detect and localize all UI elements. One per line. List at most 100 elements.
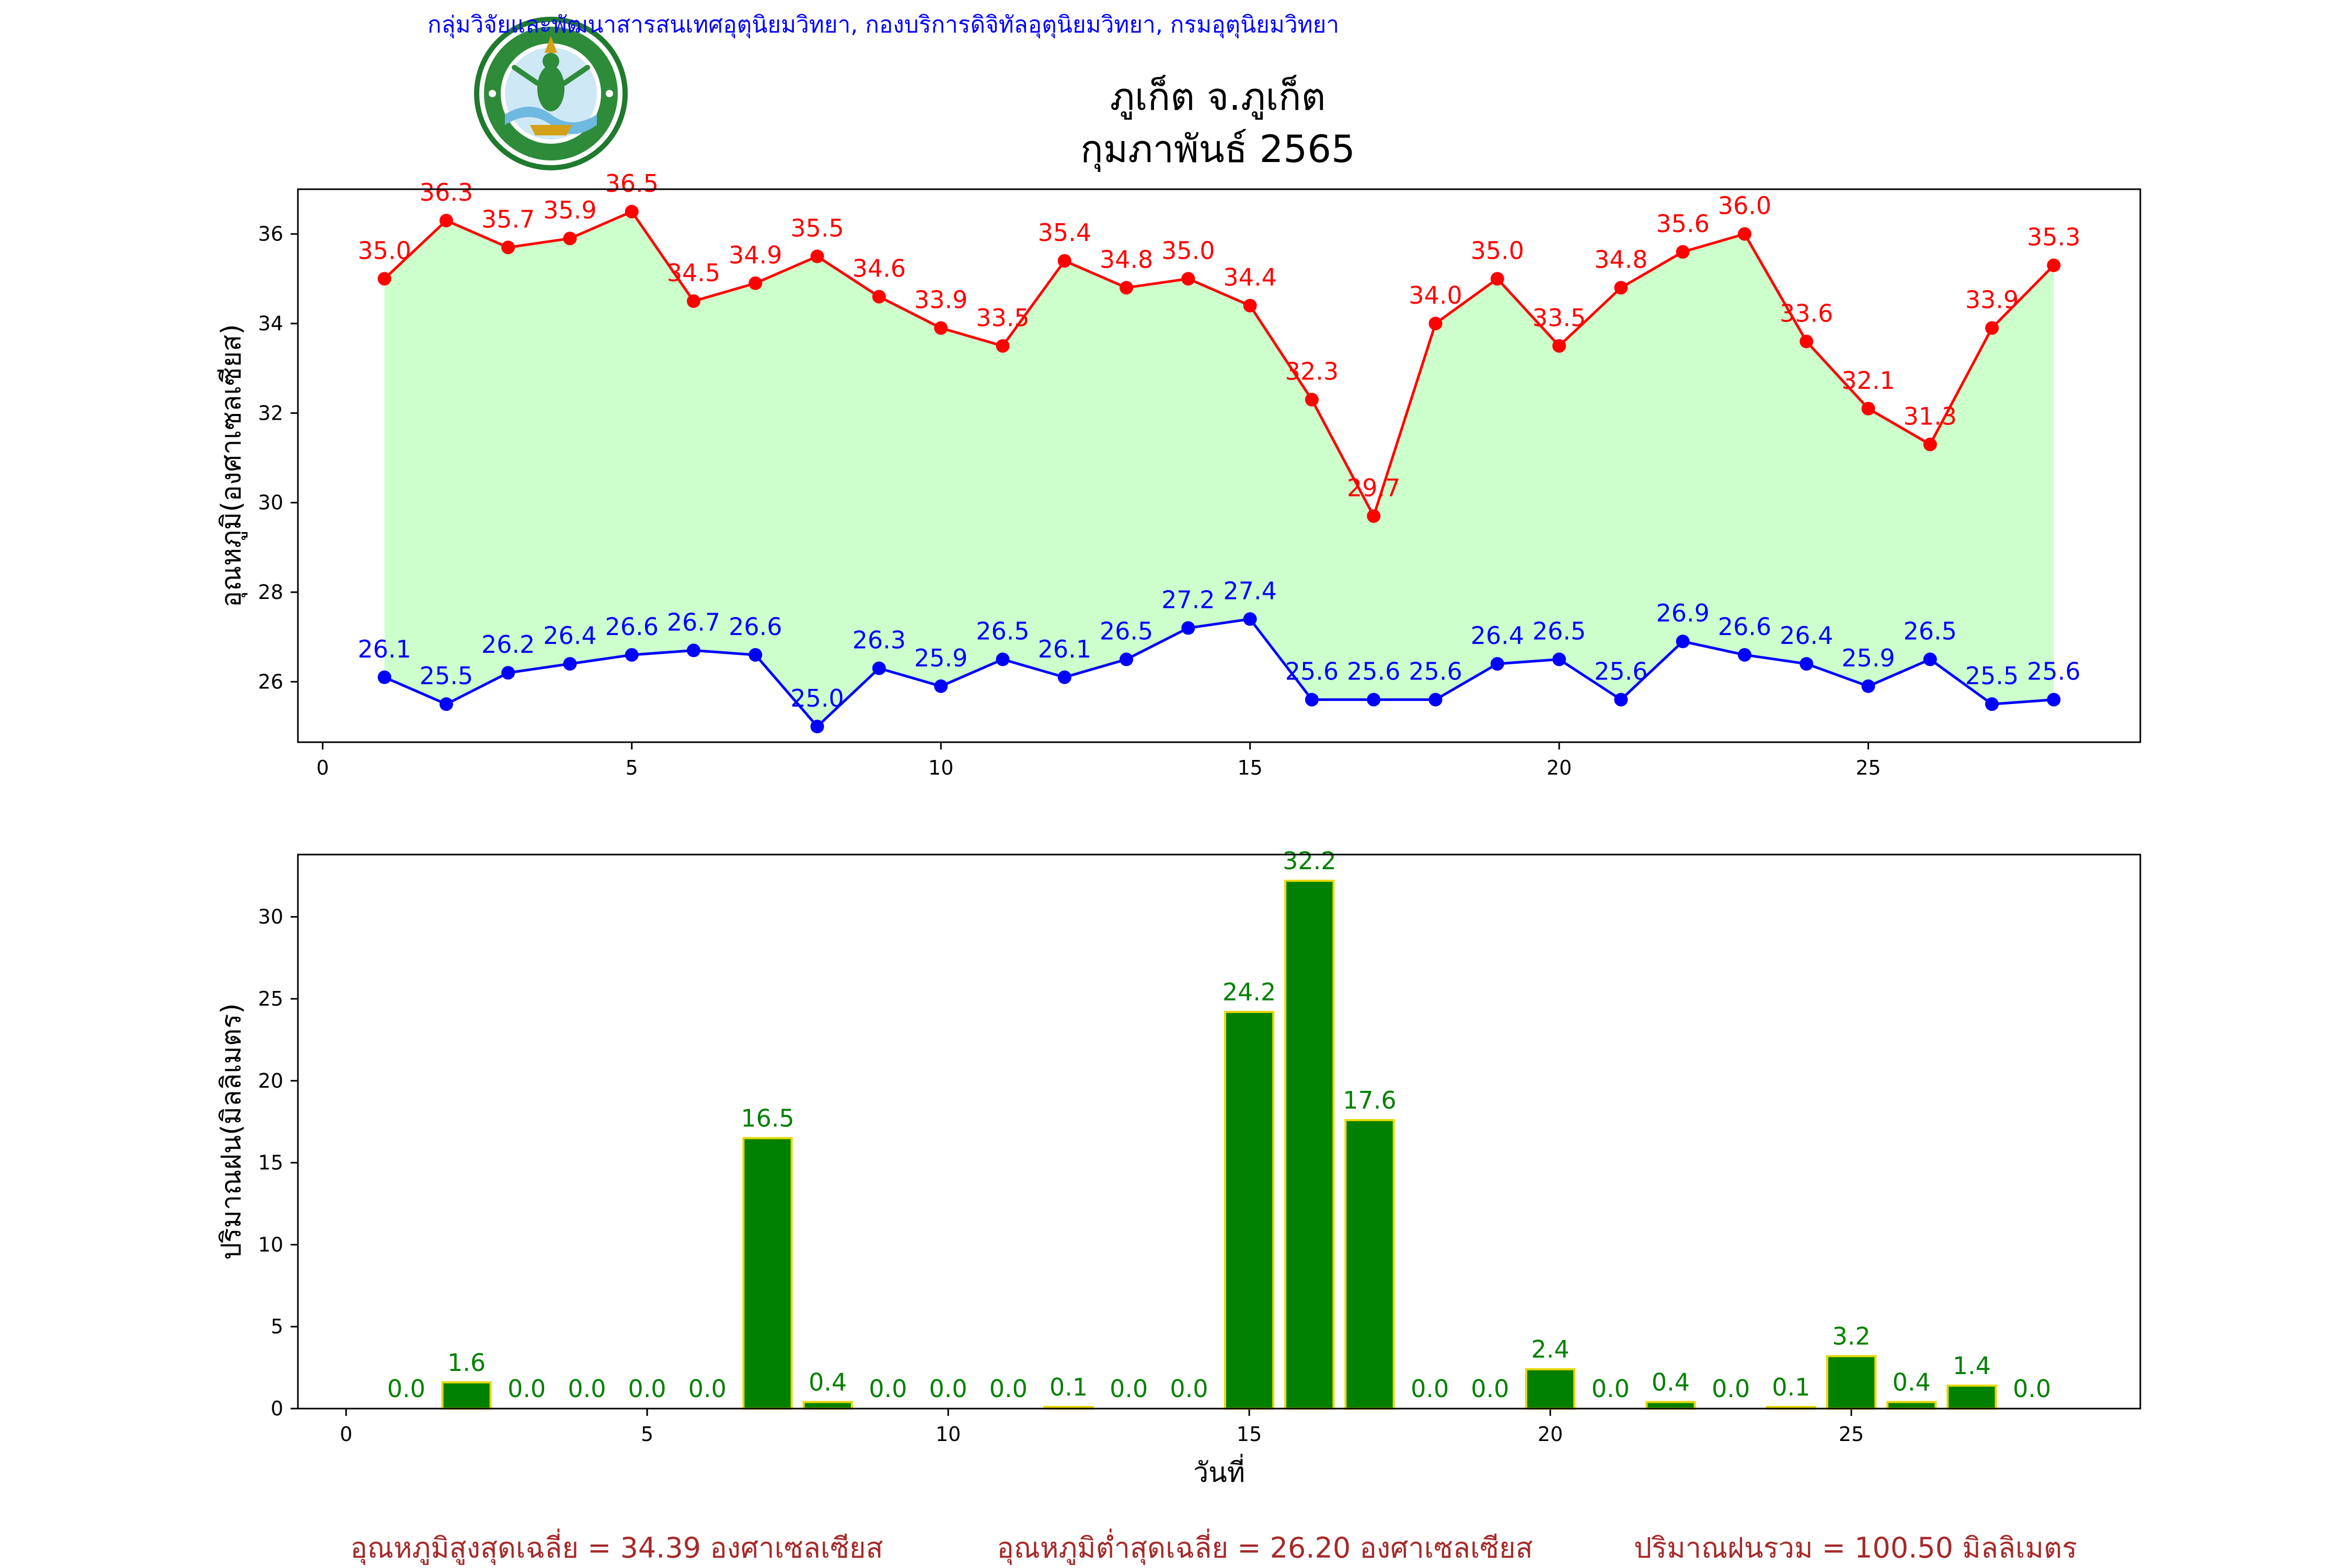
- max-temperature-point: [1243, 298, 1257, 313]
- y-tick-label: 36: [258, 223, 283, 246]
- max-temperature-data-label: 31.3: [1904, 402, 1957, 430]
- min-temperature-data-label: 25.5: [420, 662, 473, 690]
- min-temperature-data-label: 26.9: [1656, 599, 1709, 627]
- max-temperature-point: [439, 213, 453, 227]
- y-tick-label: 5: [271, 1315, 283, 1338]
- min-temperature-data-label: 27.2: [1161, 586, 1215, 614]
- rainfall-data-label: 0.0: [869, 1375, 907, 1403]
- min-temperature-data-label: 25.6: [2027, 658, 2080, 686]
- rainfall-data-label: 0.0: [2013, 1375, 2051, 1403]
- min-temperature-point: [1861, 679, 1875, 693]
- y-tick-label: 10: [258, 1233, 283, 1256]
- min-temperature-data-label: 25.6: [1285, 658, 1339, 686]
- average-max-temperature: อุณหภูมิสูงสุดเฉลี่ย = 34.39 องศาเซลเซีย…: [350, 1528, 883, 1565]
- max-temperature-point: [748, 276, 763, 290]
- min-temperature-line: [384, 617, 2054, 729]
- min-temperature-point: [687, 643, 701, 658]
- max-temperature-data-label: 34.5: [667, 259, 720, 287]
- x-tick-label: 0: [316, 756, 329, 779]
- max-temperature-data-label: 36.0: [1718, 192, 1771, 220]
- min-temperature-point: [563, 657, 577, 671]
- x-tick-label: 15: [1237, 1423, 1262, 1446]
- max-temperature-data-label: 35.4: [1038, 218, 1091, 247]
- max-temperature-point: [1614, 281, 1628, 295]
- organization-line: กลุ่มวิจัยและพัฒนาสารสนเทศอุตุนิยมวิทยา,…: [428, 11, 1339, 39]
- max-temperature-point: [1181, 272, 1195, 286]
- min-temperature-point: [1428, 693, 1443, 707]
- min-temperature-point: [1800, 657, 1814, 671]
- max-temperature-data-label: 33.9: [914, 286, 967, 314]
- rainfall-x-axis-label: วันที่: [1193, 1454, 1245, 1489]
- max-temperature-point: [872, 290, 886, 304]
- min-temperature-point: [1120, 652, 1134, 666]
- rainfall-data-label: 0.4: [1652, 1368, 1690, 1396]
- max-temperature-data-label: 34.0: [1409, 281, 1462, 309]
- max-temperature-data-label: 34.6: [852, 255, 906, 283]
- max-temperature-point: [501, 240, 515, 255]
- rainfall-data-label: 0.0: [628, 1375, 666, 1403]
- max-temperature-point: [1861, 401, 1875, 416]
- rainfall-series: 0.0 1.6 0.0 0.0 0.0 0.0 16.5 0.4 0.0 0.0 0.0 0.1 0.0…: [387, 847, 2051, 1410]
- rainfall-data-label: 32.2: [1283, 847, 1336, 875]
- min-temperature-data-label: 27.4: [1223, 577, 1276, 605]
- min-temperature-data-label: 25.6: [1594, 658, 1647, 686]
- x-tick-label: 20: [1538, 1423, 1563, 1446]
- rainfall-data-label: 0.0: [1712, 1375, 1750, 1403]
- min-temperature-data-label: 26.4: [1780, 621, 1833, 650]
- min-temperature-point: [625, 648, 639, 662]
- y-tick-label: 34: [258, 312, 283, 335]
- max-temperature-point: [1305, 393, 1319, 407]
- min-temperature-point: [1552, 652, 1566, 666]
- rainfall-bar: [1525, 1368, 1576, 1410]
- rainfall-axes: 0 5 10 15 20 25 0 5 10 15 20 25 30: [258, 905, 1864, 1446]
- min-temperature-point: [934, 679, 948, 693]
- rainfall-data-label: 0.1: [1772, 1373, 1810, 1401]
- max-temperature-line: [383, 210, 2055, 520]
- rainfall-data-label: 0.0: [568, 1375, 606, 1403]
- rainfall-bar: [1224, 1011, 1275, 1410]
- min-temperature-data-label: 25.0: [790, 684, 844, 712]
- meteorological-department-logo: [474, 17, 628, 170]
- rainfall-data-label: 16.5: [741, 1104, 794, 1133]
- min-temperature-point: [377, 670, 391, 684]
- min-temperature-point: [1181, 621, 1195, 635]
- max-temperature-point: [1057, 254, 1071, 268]
- rainfall-bar: [1284, 880, 1335, 1410]
- rainfall-bar: [1344, 1119, 1395, 1410]
- x-tick-label: 15: [1237, 756, 1262, 779]
- min-temperature-data-label: 26.1: [358, 635, 411, 663]
- rainfall-data-label: 0.0: [1411, 1375, 1449, 1403]
- rainfall-bar: [1645, 1401, 1696, 1410]
- min-temperature-point: [439, 697, 453, 711]
- max-temperature-data-label: 34.9: [729, 241, 782, 269]
- max-temperature-point: [1800, 335, 1814, 349]
- max-temperature-point: [1676, 245, 1690, 259]
- min-temperature-point: [1305, 693, 1319, 707]
- min-temperature-point: [996, 652, 1010, 666]
- chart-title-period: กุมภาพันธ์ 2565: [1080, 127, 1355, 172]
- rainfall-bar: [802, 1401, 853, 1410]
- max-temperature-point: [1985, 321, 1999, 335]
- x-tick-label: 0: [340, 1423, 352, 1446]
- max-temperature-data-label: 35.3: [2027, 223, 2080, 251]
- temperature-plot-frame: [297, 188, 2141, 743]
- max-temperature-point: [1367, 509, 1381, 523]
- max-temperature-data-label: 34.8: [1594, 245, 1647, 273]
- min-temperature-data-label: 26.2: [481, 630, 535, 659]
- rainfall-y-axis-label: ปริมาณฝน(มิลลิเมตร): [216, 1003, 247, 1260]
- min-temperature-data-label: 26.1: [1038, 635, 1091, 663]
- max-temperature-point: [1923, 437, 1937, 452]
- y-tick-label: 0: [271, 1397, 283, 1420]
- temperature-y-axis-label: อุณหภูมิ(องศาเซลเซียส): [216, 324, 248, 607]
- x-tick-label: 5: [641, 1423, 653, 1446]
- max-temperature-data-label: 35.9: [543, 196, 596, 224]
- min-temperature-data-label: 26.3: [852, 626, 906, 654]
- min-temperature-data-label: 25.5: [1965, 662, 2019, 690]
- min-temperature-data-label: 26.6: [605, 613, 659, 641]
- max-temperature-point: [687, 294, 701, 308]
- max-temperature-data-label: 35.7: [481, 205, 535, 233]
- min-temperature-point: [1985, 697, 1999, 711]
- rainfall-data-label: 0.0: [1471, 1375, 1509, 1403]
- rainfall-plot-frame: [297, 854, 2141, 1410]
- min-temperature-data-label: 25.6: [1347, 658, 1400, 686]
